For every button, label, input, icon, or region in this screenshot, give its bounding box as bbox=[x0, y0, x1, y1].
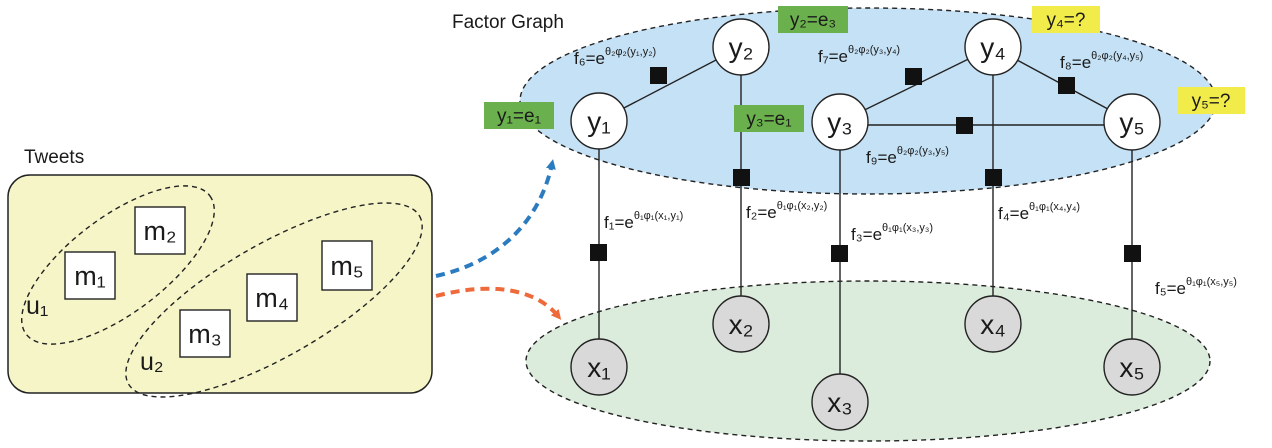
svg-text:m₅: m₅ bbox=[330, 251, 363, 281]
message-m2: m₂ bbox=[134, 206, 186, 255]
factor-box-f6 bbox=[650, 67, 667, 84]
svg-text:m₂: m₂ bbox=[144, 216, 177, 246]
factor-box-f9 bbox=[956, 117, 973, 134]
blue-arrow bbox=[435, 159, 556, 278]
factor-box-f4 bbox=[985, 169, 1002, 186]
factor-label-f2: f₂=eθ₁φ₁(x₂,y₂) bbox=[746, 200, 827, 222]
svg-text:x₃: x₃ bbox=[827, 387, 852, 418]
tag-y1: y₁=e₁ bbox=[484, 102, 554, 129]
message-m5: m₅ bbox=[321, 240, 373, 291]
tag-y2: y₂=e₃ bbox=[778, 6, 848, 33]
factor-label-f7: f₇=eθ₂φ₂(y₃,y₄) bbox=[818, 44, 900, 66]
factor-graph-title: Factor Graph bbox=[452, 12, 564, 33]
factor-label-f1: f₁=eθ₁φ₁(x₁,y₁) bbox=[604, 210, 683, 232]
svg-text:y₃: y₃ bbox=[827, 107, 852, 138]
svg-text:x₅: x₅ bbox=[1119, 352, 1144, 383]
factor-label-f6: f₆=eθ₂φ₂(y₁,y₂) bbox=[574, 46, 656, 68]
node-x5: x₅ bbox=[1103, 338, 1161, 396]
factor-label-f4: f₄=eθ₁φ₁(x₄,y₄) bbox=[998, 201, 1080, 223]
svg-text:y₅=?: y₅=? bbox=[1192, 91, 1231, 112]
factor-label-f9: f₉=eθ₂φ₂(y₃,y₅) bbox=[866, 145, 949, 167]
factor-label-f3: f₃=eθ₁φ₁(x₃,y₃) bbox=[851, 222, 933, 244]
svg-text:x₁: x₁ bbox=[587, 352, 610, 383]
node-y2: y₂ bbox=[712, 18, 770, 76]
factor-box-f2 bbox=[733, 169, 750, 186]
user-u2-group bbox=[125, 202, 423, 398]
svg-text:m₁: m₁ bbox=[74, 261, 106, 291]
node-y3: y₃ bbox=[811, 93, 869, 151]
svg-text:y₅: y₅ bbox=[1119, 107, 1144, 138]
factor-label-f8: f₈=eθ₂φ₂(y₄,y₅) bbox=[1060, 50, 1143, 72]
node-y4: y₄ bbox=[964, 18, 1022, 76]
svg-text:m₃: m₃ bbox=[188, 319, 222, 349]
svg-text:m₄: m₄ bbox=[255, 283, 289, 313]
node-x4: x₄ bbox=[964, 295, 1022, 353]
message-m1: m₁ bbox=[64, 251, 116, 300]
node-y1: y₁ bbox=[570, 92, 628, 150]
svg-text:y₁=e₁: y₁=e₁ bbox=[497, 106, 541, 127]
tweets-title: Tweets bbox=[24, 147, 84, 168]
user-u1-label: u₁ bbox=[26, 292, 48, 320]
svg-text:y₁: y₁ bbox=[587, 106, 610, 137]
factor-box-f8 bbox=[1058, 77, 1075, 94]
factor-box-f1 bbox=[590, 244, 607, 261]
node-x3: x₃ bbox=[811, 373, 869, 431]
node-x2: x₂ bbox=[712, 295, 770, 353]
svg-text:y₄=?: y₄=? bbox=[1047, 10, 1086, 31]
factor-label-f5: f₅=eθ₁φ₁(x₅,y₅) bbox=[1155, 276, 1237, 298]
factor-box-f7 bbox=[905, 68, 922, 85]
svg-text:y₄: y₄ bbox=[980, 32, 1005, 63]
svg-text:x₂: x₂ bbox=[729, 309, 754, 340]
orange-arrow bbox=[435, 286, 562, 320]
svg-text:x₄: x₄ bbox=[980, 309, 1005, 340]
user-u1-group bbox=[21, 185, 215, 345]
factor-box-f5 bbox=[1124, 245, 1141, 262]
factor-box-f3 bbox=[831, 245, 848, 262]
observed-region bbox=[525, 280, 1211, 442]
tag-y4: y₄=? bbox=[1032, 6, 1100, 33]
node-x1: x₁ bbox=[570, 338, 628, 396]
tag-y5: y₅=? bbox=[1177, 87, 1245, 114]
node-y5: y₅ bbox=[1103, 93, 1161, 151]
svg-text:y₂: y₂ bbox=[729, 32, 754, 63]
tweets-box bbox=[7, 174, 433, 394]
message-m4: m₄ bbox=[246, 273, 298, 322]
svg-text:y₃=e₁: y₃=e₁ bbox=[746, 109, 791, 130]
message-m3: m₃ bbox=[179, 309, 231, 358]
svg-text:y₂=e₃: y₂=e₃ bbox=[790, 10, 836, 31]
tag-y3: y₃=e₁ bbox=[734, 105, 804, 132]
user-u2-label: u₂ bbox=[140, 348, 164, 376]
